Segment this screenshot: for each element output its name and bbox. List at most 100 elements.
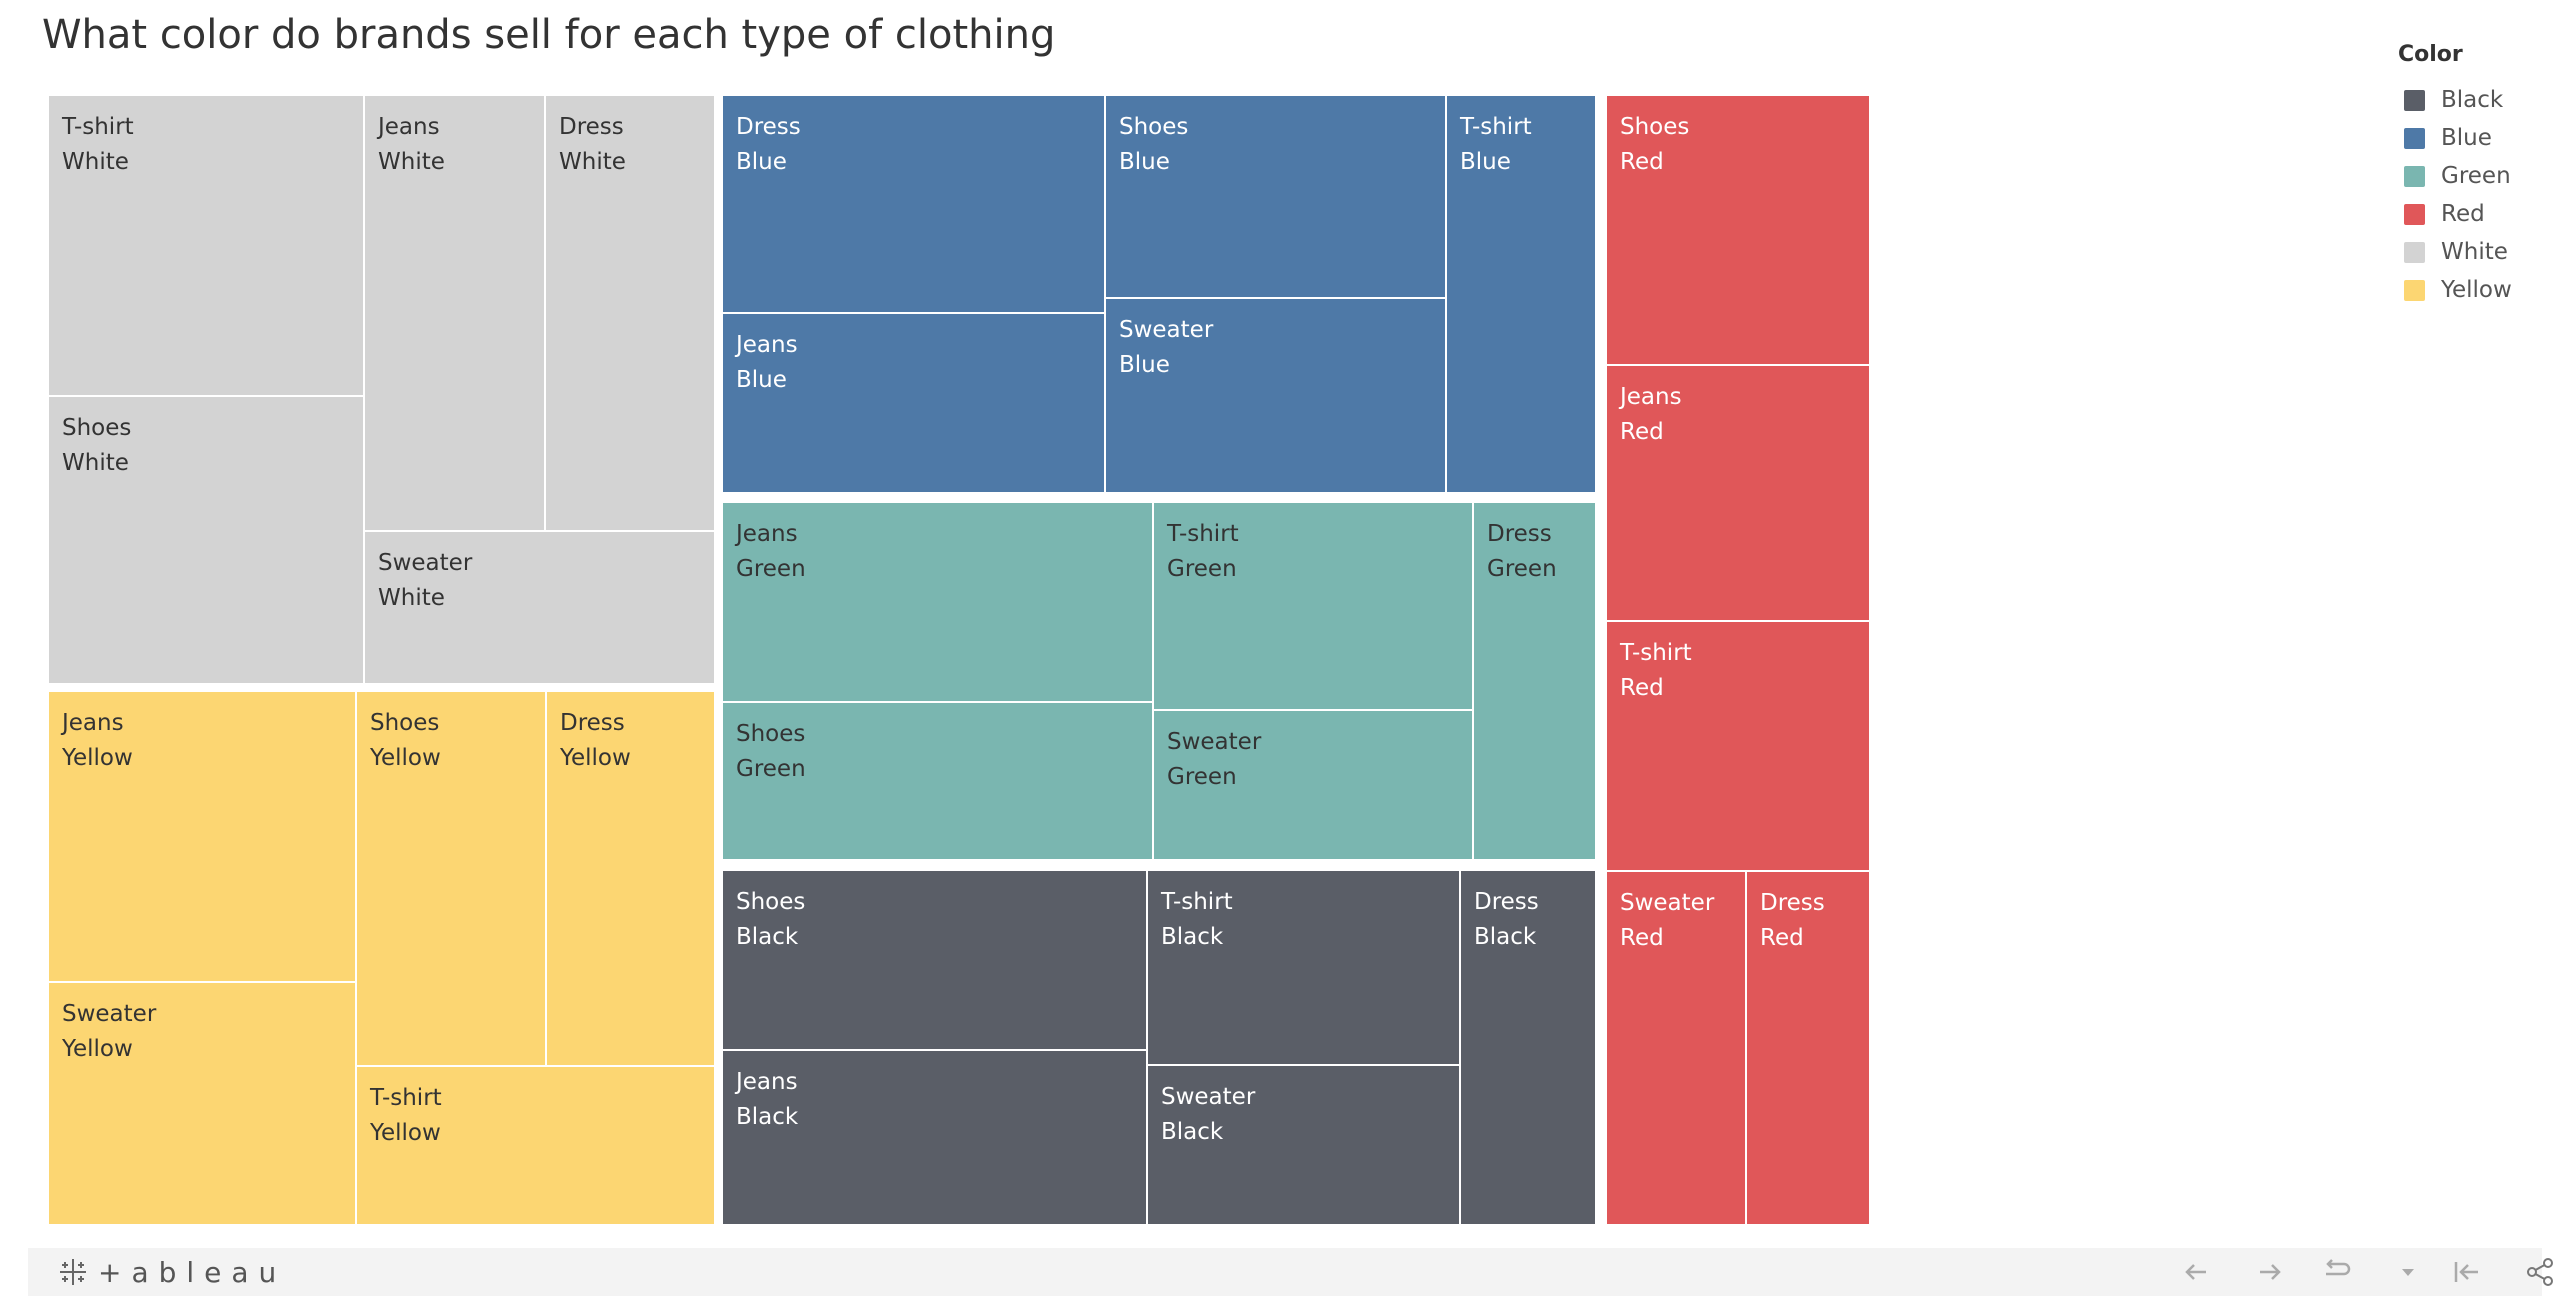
tile-type-label: T-shirt <box>1161 889 1233 915</box>
legend-item-yellow[interactable]: Yellow <box>2398 271 2512 309</box>
tile-label: Sweater Black <box>1161 1080 1255 1150</box>
tile-label: Dress Black <box>1474 885 1539 955</box>
treemap-tile-shoes-white[interactable]: Shoes White <box>48 396 364 684</box>
tile-label: Shoes White <box>62 411 131 481</box>
tile-color-label: Black <box>736 1104 799 1130</box>
tile-color-label: Blue <box>736 367 787 393</box>
revert-icon[interactable] <box>2320 1254 2356 1290</box>
tile-label: Sweater Red <box>1620 886 1714 956</box>
legend-item-black[interactable]: Black <box>2398 81 2512 119</box>
tile-label: Dress Blue <box>736 110 801 180</box>
tile-label: T-shirt Blue <box>1460 110 1532 180</box>
treemap-tile-jeans-black[interactable]: Jeans Black <box>722 1050 1147 1225</box>
tile-color-label: Red <box>1620 675 1664 701</box>
tile-color-label: Blue <box>1460 149 1511 175</box>
legend-item-green[interactable]: Green <box>2398 157 2512 195</box>
legend-item-white[interactable]: White <box>2398 233 2512 271</box>
tile-color-label: Red <box>1760 925 1804 951</box>
legend-swatch <box>2404 241 2425 263</box>
tile-type-label: Dress <box>736 114 801 140</box>
tile-type-label: Sweater <box>378 550 473 576</box>
tile-color-label: Black <box>736 924 799 950</box>
tile-type-label: T-shirt <box>1620 640 1692 666</box>
treemap-tile-jeans-white[interactable]: Jeans White <box>364 95 545 531</box>
legend-swatch <box>2404 127 2425 149</box>
tile-type-label: Dress <box>1474 889 1539 915</box>
treemap-tile-shoes-blue[interactable]: Shoes Blue <box>1105 95 1446 298</box>
tile-type-label: Dress <box>559 114 624 140</box>
treemap-tile-dress-yellow[interactable]: Dress Yellow <box>546 691 715 1066</box>
treemap-tile-dress-red[interactable]: Dress Red <box>1746 871 1870 1225</box>
tile-color-label: Green <box>736 756 806 782</box>
tile-label: T-shirt Black <box>1161 885 1233 955</box>
tile-label: Shoes Green <box>736 717 806 787</box>
tile-color-label: Blue <box>1119 149 1170 175</box>
share-icon[interactable] <box>2522 1254 2558 1290</box>
tile-color-label: White <box>62 450 129 476</box>
tile-label: Sweater White <box>378 546 472 616</box>
legend-items: Black Blue Green Red White Yellow <box>2398 81 2512 309</box>
tile-label: Dress Yellow <box>560 706 631 776</box>
tile-label: Dress White <box>559 110 626 180</box>
tile-color-label: Blue <box>736 149 787 175</box>
tile-type-label: Shoes <box>370 710 440 736</box>
tile-type-label: Jeans <box>736 521 798 547</box>
treemap-tile-t-shirt-black[interactable]: T-shirt Black <box>1147 870 1460 1065</box>
legend-label: Blue <box>2441 125 2492 151</box>
treemap-tile-sweater-yellow[interactable]: Sweater Yellow <box>48 982 356 1225</box>
tile-label: Jeans Red <box>1620 380 1682 450</box>
legend-label: Green <box>2441 163 2511 189</box>
treemap-tile-shoes-green[interactable]: Shoes Green <box>722 702 1153 860</box>
tile-color-label: Red <box>1620 149 1664 175</box>
treemap-tile-jeans-red[interactable]: Jeans Red <box>1606 365 1870 621</box>
treemap-tile-shoes-yellow[interactable]: Shoes Yellow <box>356 691 546 1066</box>
tile-color-label: Red <box>1620 925 1664 951</box>
legend-item-red[interactable]: Red <box>2398 195 2512 233</box>
reset-icon[interactable] <box>2448 1254 2484 1290</box>
treemap-tile-sweater-green[interactable]: Sweater Green <box>1153 710 1473 860</box>
treemap-tile-t-shirt-blue[interactable]: T-shirt Blue <box>1446 95 1596 493</box>
tile-color-label: Green <box>1487 556 1557 582</box>
legend-item-blue[interactable]: Blue <box>2398 119 2512 157</box>
tile-color-label: Yellow <box>62 1036 133 1062</box>
dropdown-icon[interactable] <box>2398 1254 2418 1290</box>
redo-icon[interactable] <box>2252 1254 2288 1290</box>
tile-label: T-shirt Yellow <box>370 1081 442 1151</box>
tile-label: Sweater Blue <box>1119 313 1213 383</box>
treemap-tile-t-shirt-white[interactable]: T-shirt White <box>48 95 364 396</box>
tile-color-label: Black <box>1161 924 1224 950</box>
tile-type-label: Shoes <box>736 721 806 747</box>
treemap-tile-sweater-red[interactable]: Sweater Red <box>1606 871 1746 1225</box>
tile-type-label: T-shirt <box>1460 114 1532 140</box>
treemap-tile-dress-white[interactable]: Dress White <box>545 95 715 531</box>
treemap-tile-jeans-green[interactable]: Jeans Green <box>722 502 1153 702</box>
tile-color-label: Black <box>1161 1119 1224 1145</box>
color-legend: Color Black Blue Green Red White Yellow <box>2398 42 2512 309</box>
treemap-tile-jeans-blue[interactable]: Jeans Blue <box>722 313 1105 493</box>
tile-type-label: Shoes <box>736 889 806 915</box>
legend-label: Black <box>2441 87 2504 113</box>
treemap-tile-sweater-white[interactable]: Sweater White <box>364 531 715 684</box>
treemap-tile-t-shirt-yellow[interactable]: T-shirt Yellow <box>356 1066 715 1225</box>
treemap-tile-jeans-yellow[interactable]: Jeans Yellow <box>48 691 356 982</box>
tile-label: T-shirt White <box>62 110 134 180</box>
tile-type-label: Dress <box>560 710 625 736</box>
tile-color-label: Green <box>736 556 806 582</box>
treemap-tile-t-shirt-green[interactable]: T-shirt Green <box>1153 502 1473 710</box>
tableau-toolbar: +ableau <box>28 1248 2553 1296</box>
tile-type-label: T-shirt <box>1167 521 1239 547</box>
tile-type-label: Sweater <box>1119 317 1214 343</box>
treemap-tile-dress-black[interactable]: Dress Black <box>1460 870 1596 1225</box>
treemap-tile-sweater-black[interactable]: Sweater Black <box>1147 1065 1460 1225</box>
tile-label: Jeans Green <box>736 517 806 587</box>
treemap-tile-dress-blue[interactable]: Dress Blue <box>722 95 1105 313</box>
treemap-tile-sweater-blue[interactable]: Sweater Blue <box>1105 298 1446 493</box>
tile-color-label: Yellow <box>560 745 631 771</box>
treemap-tile-t-shirt-red[interactable]: T-shirt Red <box>1606 621 1870 871</box>
tile-type-label: Sweater <box>1161 1084 1256 1110</box>
undo-icon[interactable] <box>2178 1254 2214 1290</box>
treemap-tile-shoes-red[interactable]: Shoes Red <box>1606 95 1870 365</box>
treemap-tile-shoes-black[interactable]: Shoes Black <box>722 870 1147 1050</box>
tableau-logo[interactable]: +ableau <box>56 1252 286 1292</box>
treemap-tile-dress-green[interactable]: Dress Green <box>1473 502 1596 860</box>
